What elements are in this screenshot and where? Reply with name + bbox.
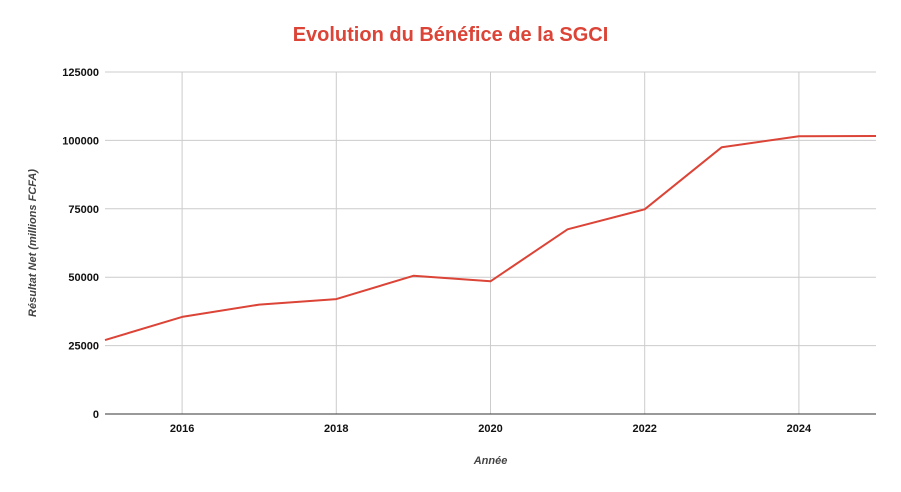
y-axis-title: Résultat Net (millions FCFA) (27, 169, 39, 317)
x-tick-label: 2016 (170, 423, 194, 435)
x-tick-label: 2020 (478, 423, 502, 435)
grid-layer (105, 71, 876, 414)
x-axis-title: Année (473, 455, 508, 467)
y-tick-label: 125000 (62, 67, 99, 79)
series-line (104, 135, 877, 342)
chart-title: Evolution du Bénéfice de la SGCI (292, 24, 609, 46)
x-tick-label: 2024 (787, 423, 812, 435)
x-tick-label: 2018 (324, 423, 348, 435)
label-layer: Année Résultat Net (millions FCFA) 0 2500… (27, 67, 812, 467)
y-tick-label: 0 (93, 409, 99, 421)
y-tick-label: 50000 (68, 272, 99, 284)
x-tick-label: 2022 (632, 423, 656, 435)
y-tick-label: 25000 (68, 341, 99, 353)
series-layer (104, 135, 877, 342)
y-tick-label: 75000 (68, 204, 99, 216)
y-tick-label: 100000 (62, 135, 99, 147)
